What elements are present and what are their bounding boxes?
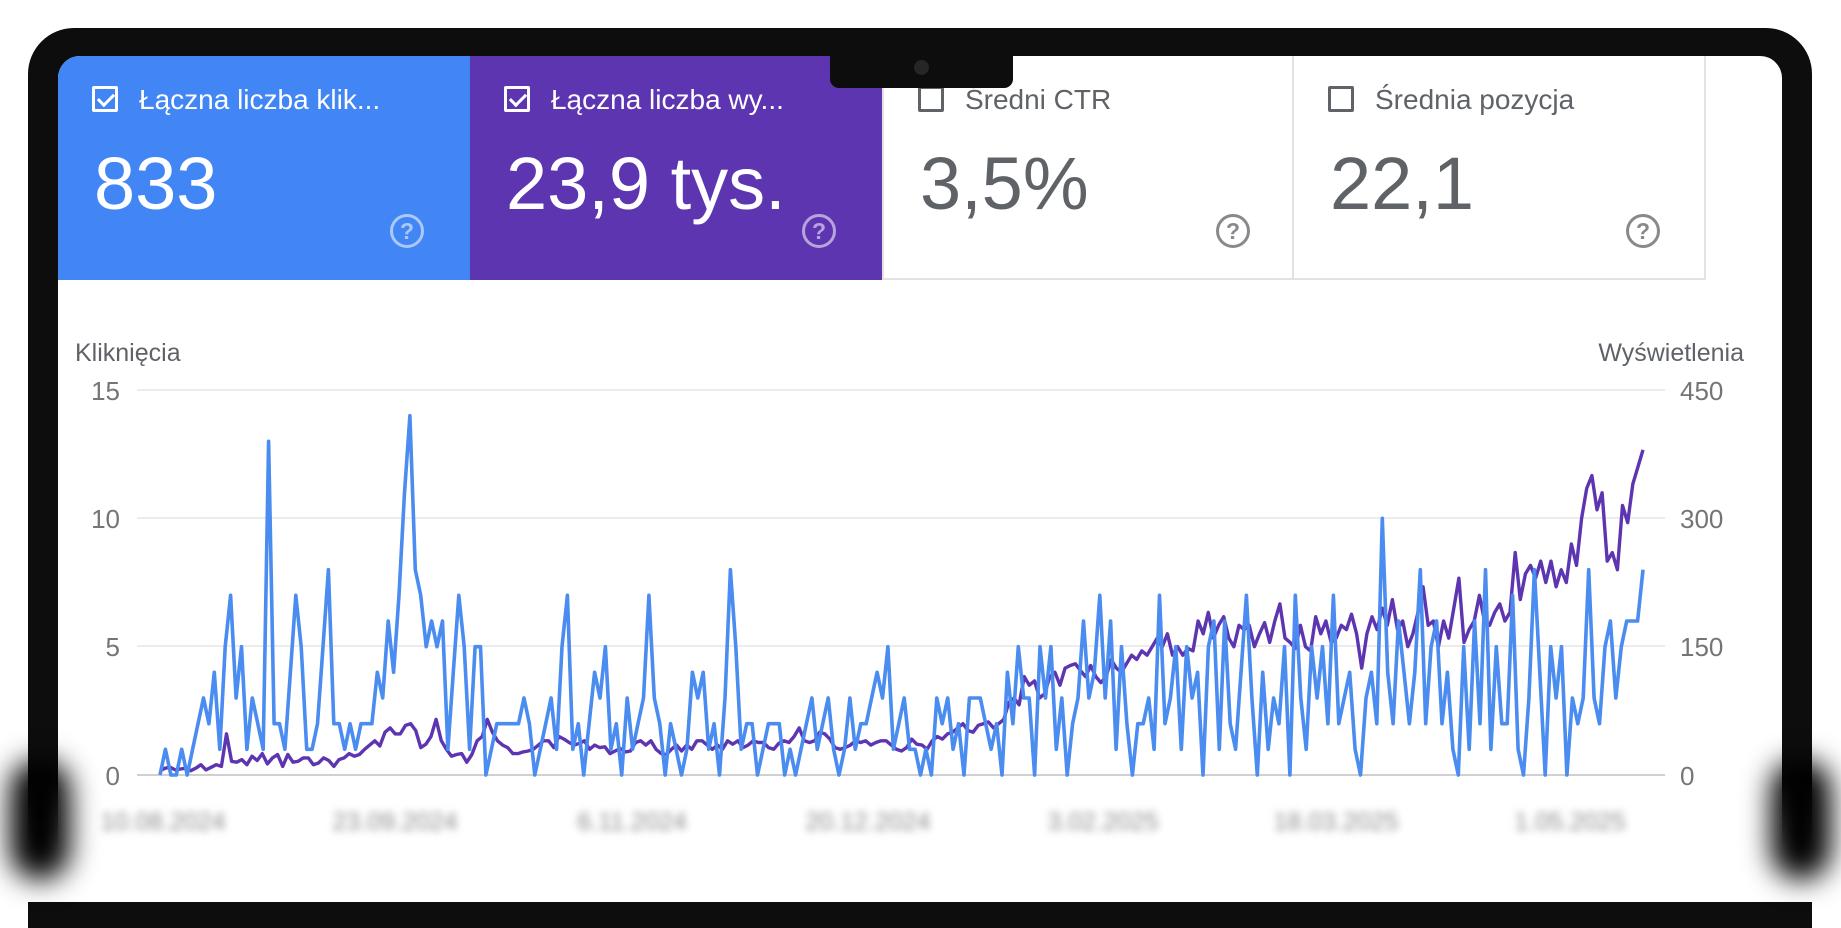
performance-line-chart — [137, 389, 1665, 777]
laptop-foot-left — [10, 760, 70, 880]
checkbox-unchecked-icon[interactable] — [1328, 86, 1354, 112]
camera-icon — [914, 60, 929, 75]
checkbox-checked-icon[interactable] — [92, 86, 118, 112]
y-right-axis-title: Wyświetlenia — [1598, 339, 1744, 367]
metric-label: Średnia pozycja — [1375, 84, 1575, 115]
y-left-axis-title: Kliknięcia — [75, 339, 181, 367]
checkbox-checked-icon[interactable] — [503, 86, 530, 112]
x-axis-tick-label: 23.09.2024 — [332, 808, 458, 836]
y-left-tick: 5 — [105, 632, 120, 662]
y-left-tick: 15 — [91, 376, 120, 406]
metric-value: 22,1 — [1330, 142, 1475, 225]
clicks-series-line — [158, 413, 1645, 777]
metric-card-total-clicks[interactable]: Łączna liczba klik... 833 ? — [58, 56, 470, 280]
x-axis-tick-label: 10.08.2024 — [100, 808, 226, 836]
metric-card-average-position[interactable]: Średnia pozycja 22,1 ? — [1294, 56, 1706, 280]
metric-label: Łączna liczba klik... — [139, 84, 381, 115]
help-icon[interactable]: ? — [1626, 214, 1660, 248]
y-right-tick: 450 — [1680, 376, 1724, 406]
x-axis-tick-label: 1.05.2025 — [1514, 808, 1626, 836]
metric-card-average-ctr[interactable]: Średni CTR 3,5% ? — [881, 56, 1294, 280]
impressions-series-line — [159, 449, 1645, 773]
x-axis-tick-label: 3.02.2025 — [1047, 808, 1159, 836]
laptop-foot-right — [1771, 760, 1831, 880]
y-left-tick: 10 — [91, 504, 120, 534]
metric-value: 23,9 tys. — [505, 142, 786, 225]
help-icon[interactable]: ? — [390, 214, 424, 248]
y-right-tick: 150 — [1680, 632, 1724, 662]
y-right-tick: 300 — [1680, 504, 1724, 534]
metric-label: Łączna liczba wy... — [550, 84, 784, 115]
help-icon[interactable]: ? — [801, 214, 836, 248]
x-axis-tick-label: 18.03.2025 — [1273, 808, 1399, 836]
x-axis-tick-label: 20.12.2024 — [805, 808, 931, 836]
search-console-screen: Łączna liczba klik... 833 ? Łączna liczb… — [58, 56, 1782, 902]
metric-value: 3,5% — [919, 142, 1089, 225]
bottom-fade — [0, 782, 1841, 902]
help-icon[interactable]: ? — [1215, 214, 1250, 248]
x-axis-tick-label: 6.11.2024 — [577, 808, 687, 836]
metric-card-total-impressions[interactable]: Łączna liczba wy... 23,9 tys. ? — [469, 56, 882, 280]
camera-notch — [830, 49, 1013, 88]
metric-value: 833 — [94, 142, 218, 225]
metric-cards: Łączna liczba klik... 833 ? Łączna liczb… — [58, 56, 1706, 280]
metric-label: Średni CTR — [964, 84, 1112, 115]
